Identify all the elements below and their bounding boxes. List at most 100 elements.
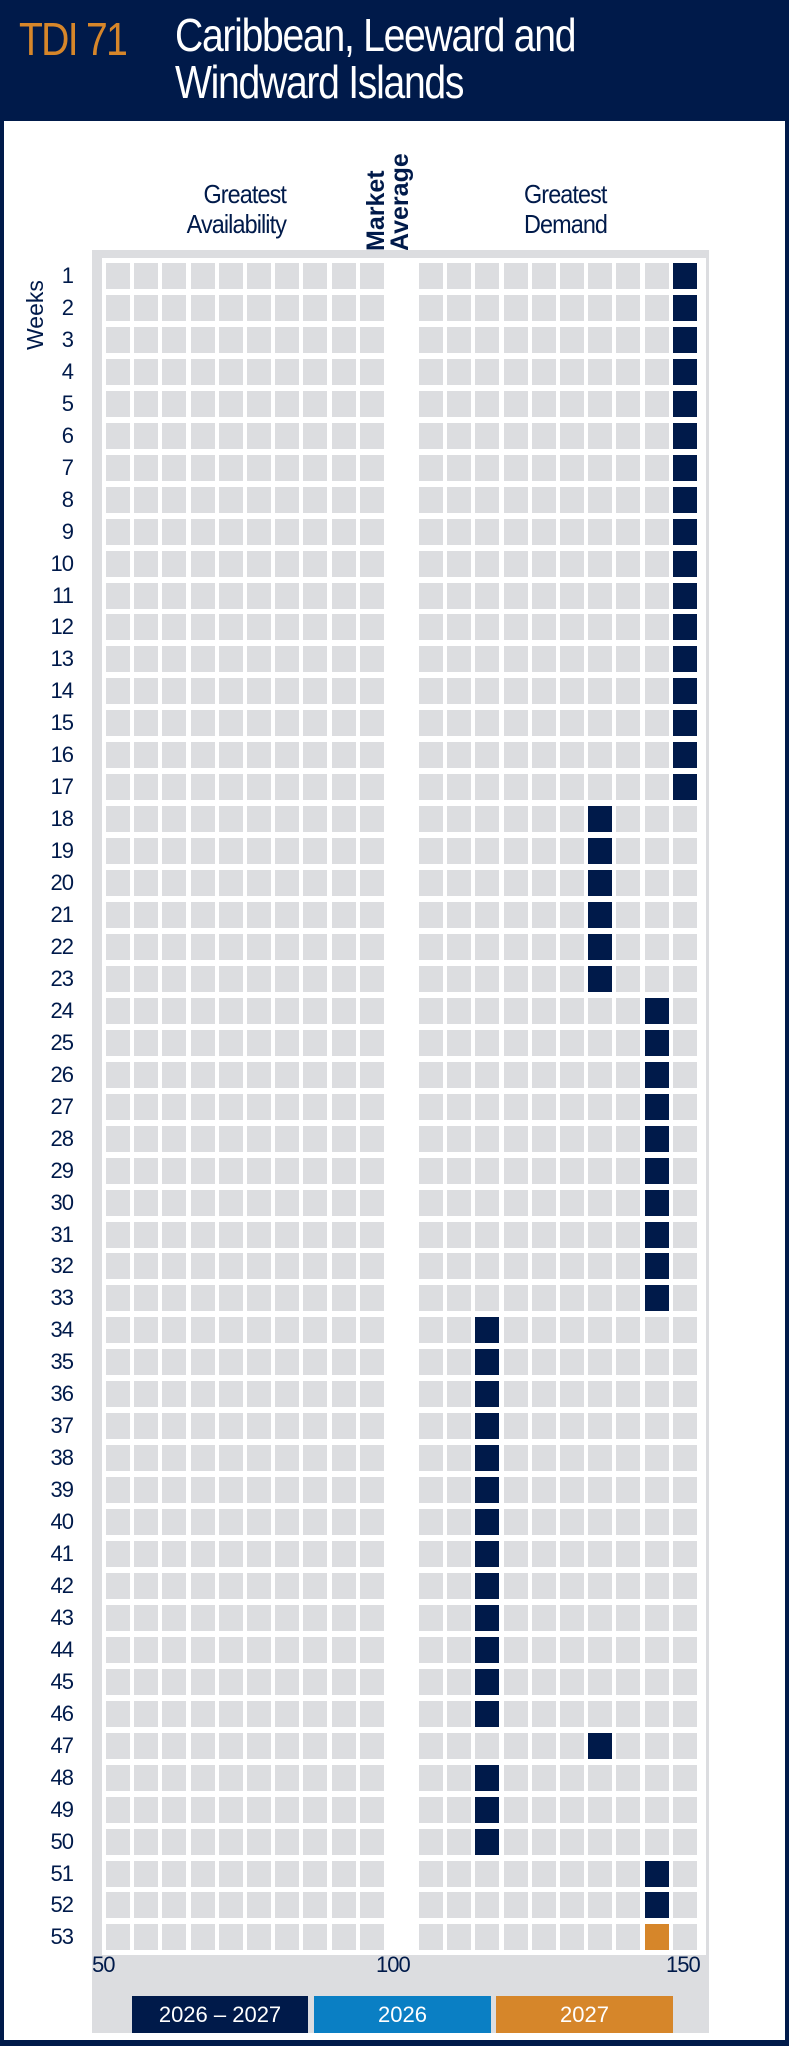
empty-cell xyxy=(190,870,215,897)
data-cell-week-50 xyxy=(475,1828,500,1855)
empty-cell xyxy=(190,1445,215,1472)
empty-cell xyxy=(531,326,556,353)
empty-cell xyxy=(616,454,641,481)
empty-cell xyxy=(644,1764,669,1791)
greatest-demand-label: Greatest Demand xyxy=(524,179,608,239)
empty-cell xyxy=(359,1381,384,1408)
empty-cell xyxy=(475,1221,500,1248)
empty-cell xyxy=(106,806,130,833)
empty-cell xyxy=(503,518,528,545)
empty-cell xyxy=(503,1125,528,1152)
empty-cell xyxy=(134,294,159,321)
empty-cell xyxy=(162,1764,187,1791)
empty-cell xyxy=(531,518,556,545)
empty-cell xyxy=(616,1796,641,1823)
empty-cell xyxy=(644,806,669,833)
empty-cell xyxy=(218,1700,243,1727)
data-cell-week-53 xyxy=(644,1924,669,1951)
empty-cell xyxy=(162,838,187,865)
empty-cell xyxy=(331,294,356,321)
empty-cell xyxy=(106,1509,130,1536)
empty-cell xyxy=(503,1413,528,1440)
empty-cell xyxy=(672,933,697,960)
empty-cell xyxy=(503,806,528,833)
empty-cell xyxy=(644,965,669,992)
week-label: 52 xyxy=(50,1892,74,1918)
week-label: 1 xyxy=(61,263,74,288)
empty-cell xyxy=(247,742,271,769)
week-label: 48 xyxy=(50,1764,74,1790)
empty-cell xyxy=(162,1572,187,1599)
empty-cell xyxy=(331,358,356,385)
empty-cell xyxy=(447,1445,472,1472)
empty-cell xyxy=(644,422,669,449)
empty-cell xyxy=(447,1541,472,1567)
empty-cell xyxy=(218,1189,243,1216)
empty-cell xyxy=(359,582,384,609)
empty-cell xyxy=(106,518,130,545)
week-label: 40 xyxy=(50,1509,74,1535)
empty-cell xyxy=(275,838,300,865)
empty-cell xyxy=(303,902,328,928)
data-cell-week-39 xyxy=(475,1477,500,1504)
empty-cell xyxy=(475,1125,500,1152)
week-label: 7 xyxy=(61,454,74,480)
x-tick-label: 100 xyxy=(376,1952,411,1977)
empty-cell xyxy=(218,486,243,513)
empty-cell xyxy=(503,582,528,609)
empty-cell xyxy=(162,933,187,960)
empty-cell xyxy=(419,710,443,737)
empty-cell xyxy=(560,902,584,928)
empty-cell xyxy=(560,1572,584,1599)
empty-cell xyxy=(162,1381,187,1408)
empty-cell xyxy=(134,1221,159,1248)
week-label: 47 xyxy=(50,1732,74,1758)
empty-cell xyxy=(531,1509,556,1536)
empty-cell xyxy=(275,1349,300,1376)
empty-cell xyxy=(359,1860,384,1887)
empty-cell xyxy=(588,1029,613,1056)
empty-cell xyxy=(531,294,556,321)
empty-cell xyxy=(644,326,669,353)
empty-cell xyxy=(531,1349,556,1376)
empty-cell xyxy=(190,326,215,353)
empty-cell xyxy=(616,1189,641,1216)
empty-cell xyxy=(190,390,215,417)
empty-cell xyxy=(672,1445,697,1472)
empty-cell xyxy=(447,870,472,897)
empty-cell xyxy=(106,1317,130,1344)
empty-cell xyxy=(447,454,472,481)
empty-cell xyxy=(275,965,300,992)
week-label: 11 xyxy=(52,582,74,608)
empty-cell xyxy=(644,1413,669,1440)
empty-cell xyxy=(616,518,641,545)
empty-cell xyxy=(475,614,500,641)
empty-cell xyxy=(275,1285,300,1312)
empty-cell xyxy=(275,997,300,1024)
empty-cell xyxy=(218,422,243,449)
empty-cell xyxy=(190,1413,215,1440)
empty-cell xyxy=(672,1541,697,1567)
empty-cell xyxy=(531,614,556,641)
empty-cell xyxy=(303,1413,328,1440)
empty-cell xyxy=(359,1572,384,1599)
data-cell-week-4 xyxy=(672,358,697,385)
empty-cell xyxy=(531,1892,556,1919)
empty-cell xyxy=(303,1732,328,1759)
empty-cell xyxy=(247,902,271,928)
empty-cell xyxy=(134,550,159,577)
empty-cell xyxy=(275,806,300,833)
empty-cell xyxy=(331,997,356,1024)
empty-cell xyxy=(531,710,556,737)
empty-cell xyxy=(106,454,130,481)
empty-cell xyxy=(359,1349,384,1376)
empty-cell xyxy=(447,1700,472,1727)
empty-cell xyxy=(106,1860,130,1887)
label-line: Demand xyxy=(524,209,608,239)
empty-cell xyxy=(531,1572,556,1599)
week-label: 20 xyxy=(50,870,74,896)
empty-cell xyxy=(190,1189,215,1216)
empty-cell xyxy=(447,1477,472,1504)
empty-cell xyxy=(588,358,613,385)
empty-cell xyxy=(644,1604,669,1631)
